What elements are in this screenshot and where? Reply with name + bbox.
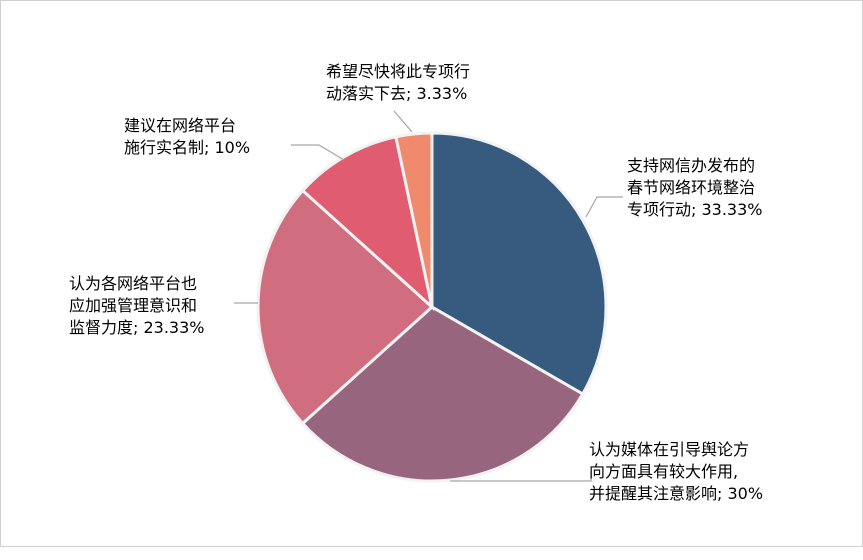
data-labels: 支持网信办发布的春节网络环境整治专项行动; 33.33% 认为媒体在引导舆论方向方…: [69, 62, 763, 503]
leader-line: [585, 196, 623, 218]
slice-label: 认为媒体在引导舆论方向方面具有较大作用, 并提醒其注意影响; 30%: [589, 440, 763, 503]
leader-line: [291, 144, 345, 161]
slice-label-line: 动落实下去; 3.33%: [326, 84, 467, 103]
slice-label-line: 希望尽快将此专项行: [326, 62, 470, 81]
chart-frame: 支持网信办发布的春节网络环境整治专项行动; 33.33% 认为媒体在引导舆论方向方…: [0, 0, 863, 547]
leader-lines: [234, 110, 623, 482]
leader-line: [450, 471, 592, 482]
pie-slices: [256, 131, 608, 483]
pie-slice: [300, 305, 585, 483]
pie-slice: [394, 131, 434, 308]
leader-line: [393, 110, 413, 133]
slice-label: 希望尽快将此专项行动落实下去; 3.33%: [326, 62, 470, 103]
pie-slice: [300, 135, 435, 312]
slice-label-line: 向方面具有较大作用,: [589, 462, 738, 481]
slice-label-line: 认为各网络平台也: [69, 274, 197, 293]
slice-label-line: 专项行动; 33.33%: [627, 200, 763, 219]
pie-chart: 支持网信办发布的春节网络环境整治专项行动; 33.33% 认为媒体在引导舆论方向方…: [69, 62, 763, 503]
slice-label-line: 支持网信办发布的: [627, 156, 755, 175]
slice-label-line: 施行实名制; 10%: [124, 138, 250, 157]
slice-label-line: 监督力度; 23.33%: [69, 318, 205, 337]
pie-slice: [430, 131, 608, 397]
slice-label-line: 应加强管理意识和: [69, 296, 197, 315]
slice-label-line: 认为媒体在引导舆论方: [589, 440, 749, 459]
slice-label-line: 春节网络环境整治: [627, 178, 755, 197]
slice-label-line: 并提醒其注意影响; 30%: [589, 484, 763, 503]
slice-label: 支持网信办发布的春节网络环境整治专项行动; 33.33%: [627, 156, 763, 219]
slice-label: 认为各网络平台也应加强管理意识和监督力度; 23.33%: [69, 274, 205, 337]
slice-label: 建议在网络平台施行实名制; 10%: [124, 116, 250, 157]
slice-label-line: 建议在网络平台: [124, 116, 236, 135]
pie-slice: [256, 188, 435, 426]
